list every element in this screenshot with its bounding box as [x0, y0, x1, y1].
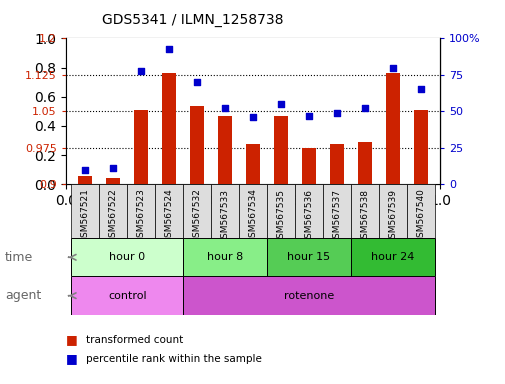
Text: agent: agent [5, 289, 41, 302]
Point [81, 167, 89, 173]
Bar [267, 238, 350, 276]
Point [221, 105, 229, 111]
Bar [385, 73, 399, 184]
Text: hour 15: hour 15 [287, 252, 330, 262]
Point [332, 110, 340, 116]
Bar [183, 276, 434, 315]
Bar [294, 184, 322, 238]
Text: percentile rank within the sample: percentile rank within the sample [86, 354, 262, 364]
Bar [322, 184, 350, 238]
Bar [301, 148, 315, 184]
Text: hour 0: hour 0 [109, 252, 145, 262]
Text: GSM567522: GSM567522 [109, 189, 118, 243]
Bar [413, 110, 427, 184]
Bar [273, 116, 287, 184]
Bar [190, 106, 204, 184]
Bar [218, 116, 232, 184]
Point [304, 113, 312, 119]
Text: hour 24: hour 24 [370, 252, 414, 262]
Bar [71, 276, 183, 315]
Bar [71, 184, 99, 238]
Bar [211, 184, 238, 238]
Bar [127, 184, 155, 238]
Text: GSM567532: GSM567532 [192, 189, 201, 243]
Bar [78, 175, 92, 184]
Bar [134, 110, 148, 184]
Bar [183, 238, 267, 276]
Text: GSM567523: GSM567523 [136, 189, 145, 243]
Text: GSM567539: GSM567539 [387, 189, 396, 243]
Point [137, 68, 145, 74]
Text: GSM567533: GSM567533 [220, 189, 229, 243]
Bar [357, 142, 371, 184]
Point [165, 46, 173, 52]
Bar [267, 184, 294, 238]
Text: GSM567534: GSM567534 [248, 189, 257, 243]
Point [193, 79, 201, 85]
Text: GDS5341 / ILMN_1258738: GDS5341 / ILMN_1258738 [102, 13, 282, 27]
Point [109, 165, 117, 171]
Bar [155, 184, 183, 238]
Text: ■: ■ [66, 353, 77, 366]
Text: GSM567524: GSM567524 [164, 189, 173, 243]
Point [416, 86, 424, 93]
Text: ■: ■ [66, 333, 77, 346]
Bar [406, 184, 434, 238]
Text: GSM567521: GSM567521 [81, 189, 90, 243]
Text: GSM567537: GSM567537 [332, 189, 341, 243]
Bar [350, 184, 378, 238]
Bar [245, 144, 260, 184]
Text: GSM567536: GSM567536 [304, 189, 313, 243]
Bar [329, 144, 343, 184]
Text: rotenone: rotenone [283, 291, 333, 301]
Text: hour 8: hour 8 [207, 252, 243, 262]
Point [248, 114, 257, 120]
Text: control: control [108, 291, 146, 301]
Text: GSM567535: GSM567535 [276, 189, 285, 243]
Bar [71, 238, 183, 276]
Bar [238, 184, 267, 238]
Text: time: time [5, 251, 33, 264]
Bar [183, 184, 211, 238]
Point [276, 101, 284, 107]
Text: transformed count: transformed count [86, 335, 183, 345]
Bar [162, 73, 176, 184]
Point [388, 65, 396, 71]
Text: GSM567538: GSM567538 [360, 189, 369, 243]
Text: GSM567540: GSM567540 [415, 189, 424, 243]
Bar [350, 238, 434, 276]
Bar [99, 184, 127, 238]
Point [360, 105, 368, 111]
Bar [106, 179, 120, 184]
Bar [378, 184, 406, 238]
